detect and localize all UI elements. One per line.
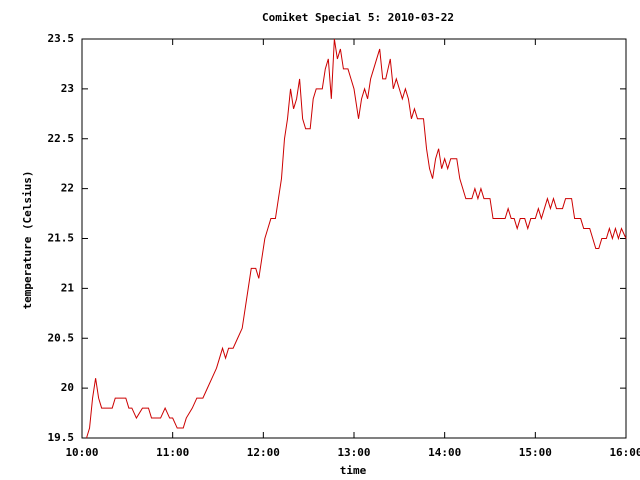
x-tick-label: 12:00 xyxy=(247,446,280,459)
x-axis-label: time xyxy=(340,464,367,477)
y-tick-label: 23 xyxy=(61,82,74,95)
x-tick-label: 16:00 xyxy=(609,446,640,459)
x-tick-label: 15:00 xyxy=(519,446,552,459)
x-tick-label: 10:00 xyxy=(65,446,98,459)
y-tick-label: 22.5 xyxy=(48,132,75,145)
y-tick-label: 21.5 xyxy=(48,232,75,245)
y-tick-label: 21 xyxy=(61,281,75,294)
y-axis-label: temperature (Celsius) xyxy=(21,170,34,309)
x-tick-label: 13:00 xyxy=(337,446,370,459)
y-tick-label: 20.5 xyxy=(48,331,75,344)
y-tick-label: 23.5 xyxy=(48,32,75,45)
data-line xyxy=(86,38,627,439)
y-tick-label: 22 xyxy=(61,182,74,195)
y-tick-label: 20 xyxy=(61,381,74,394)
x-tick-label: 11:00 xyxy=(156,446,189,459)
y-tick-label: 19.5 xyxy=(48,431,75,444)
x-tick-label: 14:00 xyxy=(428,446,461,459)
chart-title: Comiket Special 5: 2010-03-22 xyxy=(262,11,454,24)
